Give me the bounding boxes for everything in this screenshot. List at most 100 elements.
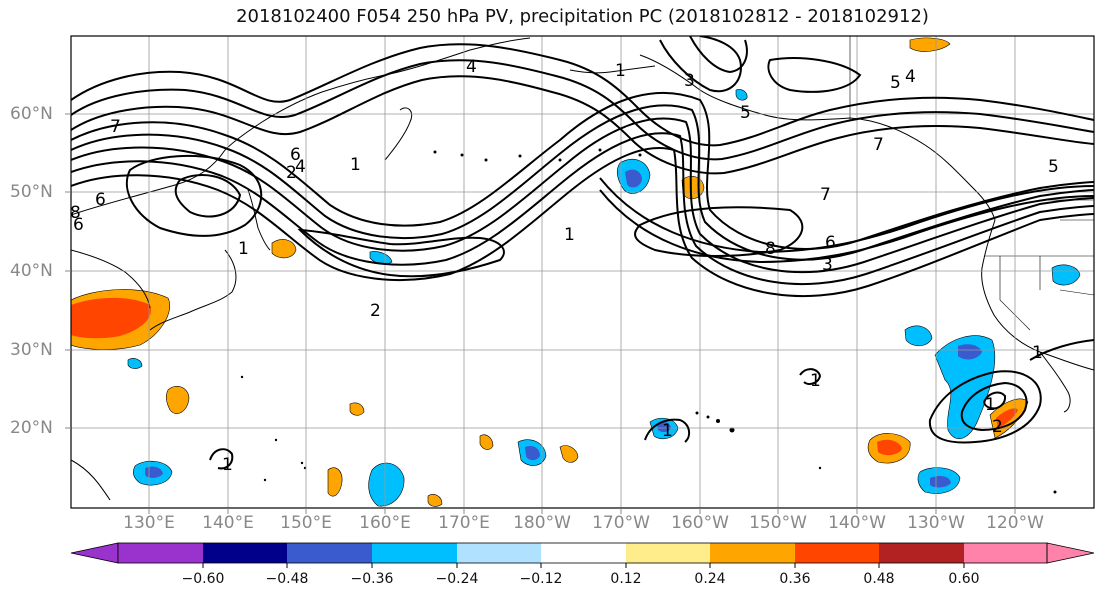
colorbar-segment <box>626 543 710 563</box>
lon-label: 160°W <box>671 513 729 533</box>
precip-blob-s7 <box>368 462 405 507</box>
colorbar-tick-label: 0.60 <box>948 571 980 587</box>
colorbar-tick-label: 0.12 <box>610 571 642 587</box>
contour-label: 6 <box>825 233 836 253</box>
precip-blob-s1-core <box>930 475 951 488</box>
colorbar-segment <box>541 543 626 563</box>
coast-japan <box>149 249 237 331</box>
precip-blob-s4-core <box>525 446 540 461</box>
precip-blob-sw-core <box>877 439 902 456</box>
precip-blob-s8 <box>327 467 343 497</box>
colorbar-tick-label: −0.48 <box>265 571 309 587</box>
contour-label: 4 <box>295 157 306 177</box>
colorbar-extend-high <box>1046 542 1095 564</box>
contour-label: 6 <box>73 215 84 235</box>
contour-label: 1 <box>238 239 249 259</box>
precip-blob-ca2-core <box>996 408 1018 428</box>
contour-label: 6 <box>95 190 106 210</box>
contour-label: 5 <box>740 103 751 123</box>
lat-label: 20°N <box>10 418 53 438</box>
precip-blob-s13 <box>1051 264 1081 286</box>
contour-label: 6 <box>290 145 301 165</box>
colorbar-segment <box>287 543 372 563</box>
precip-blob-ca1-core <box>958 344 982 360</box>
contour-label: 1 <box>985 395 996 415</box>
lon-label: 160°E <box>359 513 411 533</box>
lon-label: 170°W <box>592 513 650 533</box>
contour-label: 7 <box>110 117 121 137</box>
lon-label: 120°W <box>986 513 1044 533</box>
precip-blob-hokkaido <box>271 239 297 259</box>
lon-label: 150°E <box>280 513 332 533</box>
lon-label: 140°W <box>828 513 886 533</box>
map-frame <box>70 35 1095 509</box>
contour-label: 2 <box>370 301 381 321</box>
colorbar-tick-label: 0.48 <box>863 571 895 587</box>
coast-aleutian <box>569 65 656 74</box>
colorbar-segment <box>118 543 203 563</box>
lat-label: 30°N <box>10 340 53 360</box>
coast-korea <box>71 249 151 309</box>
contour-label: 7 <box>820 185 831 205</box>
contour-label: 2 <box>286 163 297 183</box>
contour-label: 1 <box>564 225 575 245</box>
contour-label: 5 <box>890 73 901 93</box>
coast-baja <box>1039 351 1071 413</box>
precip-blob-pacific-n-core <box>625 169 642 188</box>
precip-blob-s10 <box>479 434 494 450</box>
colorbar-tick-label: 0.24 <box>694 571 726 587</box>
precip-blob-pacific-n2 <box>681 175 705 200</box>
contour-label: 1 <box>810 371 821 391</box>
chart-title: 2018102400 F054 250 hPa PV, precipitatio… <box>236 6 929 27</box>
precip-blob-s3 <box>165 385 190 414</box>
lat-label: 60°N <box>10 104 53 124</box>
gridlines <box>71 36 1094 508</box>
precip-blob-s9 <box>349 402 365 416</box>
colorbar-segment <box>795 543 879 563</box>
axis-ticks <box>65 113 1016 514</box>
coast-asia <box>71 37 531 216</box>
precip-blob-japan-core <box>71 297 151 339</box>
colorbar-tick-label: −0.12 <box>519 571 563 587</box>
colorbar-extend-low <box>70 542 119 564</box>
contour-label: 4 <box>466 57 477 77</box>
lon-label: 140°E <box>202 513 254 533</box>
colorbar-tick-label: −0.36 <box>350 571 394 587</box>
contour-label: 7 <box>873 135 884 155</box>
precip-blob-gulf <box>735 89 748 101</box>
lon-label: 180°W <box>513 513 571 533</box>
colorbar-tick-label: −0.24 <box>435 571 479 587</box>
lat-label: 50°N <box>10 182 53 202</box>
precipitation-shading <box>71 37 1081 507</box>
coast-sakhalin <box>247 189 271 251</box>
coast-asia-se <box>71 459 111 501</box>
contour-label: 1 <box>1032 343 1043 363</box>
contour-label: 4 <box>905 67 916 87</box>
lon-label: 150°W <box>749 513 807 533</box>
contour-label: 1 <box>615 61 626 81</box>
lat-label: 40°N <box>10 261 53 281</box>
colorbar-tick-label: −0.60 <box>181 571 225 587</box>
contour-label: 3 <box>822 255 833 275</box>
colorbar-segment <box>203 543 287 563</box>
colorbar <box>70 542 1095 568</box>
precip-blob-s11 <box>369 251 393 265</box>
map-background <box>71 36 1094 508</box>
precip-blob-s15 <box>427 494 443 507</box>
precip-blob-ne-pacific <box>904 325 933 347</box>
lon-label: 170°E <box>438 513 490 533</box>
lon-label: 130°W <box>907 513 965 533</box>
lon-label: 130°E <box>123 513 175 533</box>
pv-contours <box>71 36 1094 470</box>
coast-namerica <box>981 219 1094 371</box>
contour-label: 8 <box>70 203 81 223</box>
contour-label: 1 <box>350 155 361 175</box>
contour-label: 1 <box>222 455 233 475</box>
contour-label: 5 <box>1048 157 1059 177</box>
colorbar-segment <box>710 543 795 563</box>
colorbar-tick-label: 0.36 <box>779 571 811 587</box>
contour-label: 3 <box>684 71 695 91</box>
colorbar-segment <box>964 543 1047 563</box>
precip-blob-s2-core <box>145 466 163 478</box>
